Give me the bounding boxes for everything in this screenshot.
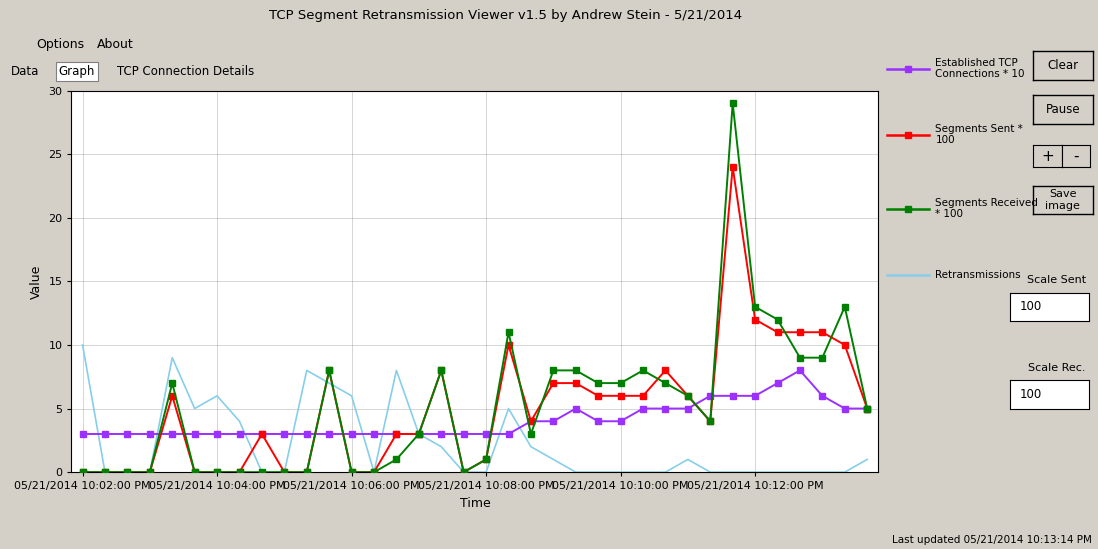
Text: TCP Connection Details: TCP Connection Details: [117, 65, 255, 79]
Text: 100: 100: [1020, 300, 1042, 313]
Text: Graph: Graph: [58, 65, 94, 79]
Text: +: +: [1041, 149, 1054, 164]
Text: About: About: [97, 38, 133, 51]
Y-axis label: Value: Value: [30, 264, 43, 299]
Text: Segments Received
* 100: Segments Received * 100: [935, 198, 1039, 220]
Text: -: -: [1073, 149, 1079, 164]
Text: Save
image: Save image: [1045, 189, 1080, 211]
Text: Scale Rec.: Scale Rec.: [1028, 363, 1085, 373]
X-axis label: Time: Time: [459, 497, 491, 509]
Text: Options: Options: [36, 38, 85, 51]
Text: Established TCP
Connections * 10: Established TCP Connections * 10: [935, 58, 1026, 80]
Text: TCP Segment Retransmission Viewer v1.5 by Andrew Stein - 5/21/2014: TCP Segment Retransmission Viewer v1.5 b…: [269, 9, 741, 21]
Text: Segments Sent *
100: Segments Sent * 100: [935, 124, 1023, 145]
Text: Clear: Clear: [1047, 59, 1078, 72]
Text: Last updated 05/21/2014 10:13:14 PM: Last updated 05/21/2014 10:13:14 PM: [892, 535, 1091, 545]
Text: Pause: Pause: [1045, 103, 1080, 116]
Text: Retransmissions: Retransmissions: [935, 270, 1021, 279]
Text: 100: 100: [1020, 388, 1042, 401]
Text: Scale Sent: Scale Sent: [1027, 275, 1086, 285]
Text: Data: Data: [11, 65, 40, 79]
